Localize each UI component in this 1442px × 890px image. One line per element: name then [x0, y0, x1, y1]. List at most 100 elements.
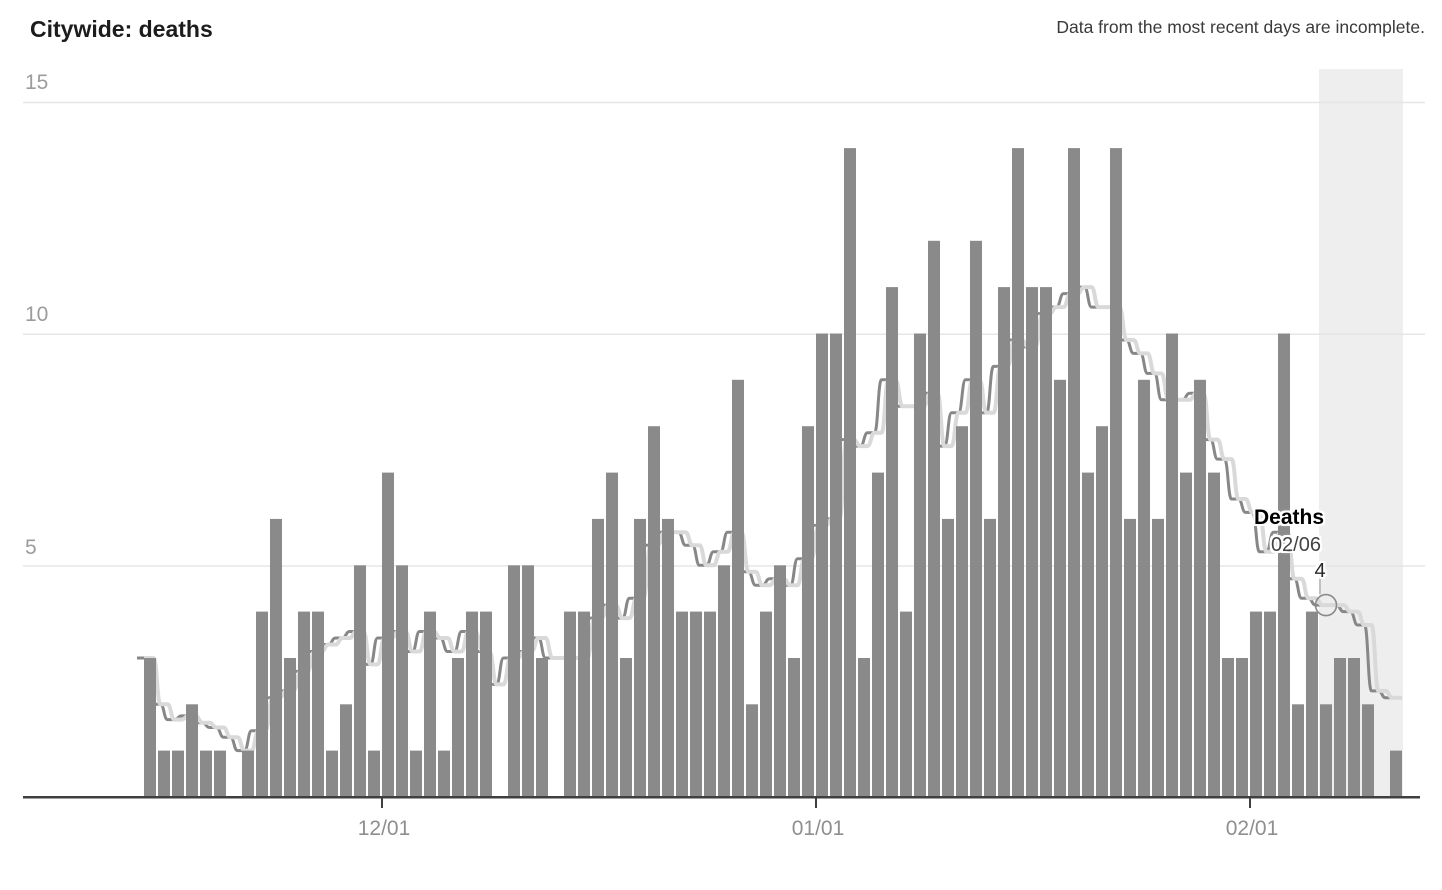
bar-01/30[interactable] [1222, 658, 1234, 798]
bar-01/06[interactable] [886, 287, 898, 797]
bar-12/05[interactable] [438, 750, 450, 797]
bar-11/26[interactable] [312, 611, 324, 797]
bar-11/16[interactable] [172, 750, 184, 797]
bar-02/05[interactable] [1306, 611, 1318, 797]
bar-01/16[interactable] [1026, 287, 1038, 797]
bar-11/14[interactable] [144, 658, 156, 798]
bar-02/03[interactable] [1278, 333, 1290, 798]
bar-12/15[interactable] [578, 611, 590, 797]
gridline-10 [23, 333, 1425, 335]
bar-01/21[interactable] [1096, 426, 1108, 797]
bar-01/11[interactable] [956, 426, 968, 797]
bar-01/13[interactable] [984, 518, 996, 797]
bar-12/24[interactable] [704, 611, 716, 797]
bar-01/19[interactable] [1068, 148, 1080, 798]
bar-01/09[interactable] [928, 240, 940, 798]
bar-02/04[interactable] [1292, 704, 1304, 797]
bar-01/07[interactable] [900, 611, 912, 797]
bar-12/23[interactable] [690, 611, 702, 797]
bar-01/05[interactable] [872, 472, 884, 797]
bar-12/17[interactable] [606, 472, 618, 797]
bar-11/28[interactable] [340, 704, 352, 797]
bar-11/30[interactable] [368, 750, 380, 797]
y-tick-label-10: 10 [25, 303, 49, 326]
bar-01/02[interactable] [830, 333, 842, 798]
bar-12/29[interactable] [774, 565, 786, 798]
gridline-15 [23, 101, 1425, 104]
bar-11/29[interactable] [354, 565, 366, 798]
bar-12/21[interactable] [662, 518, 674, 797]
bar-01/14[interactable] [998, 287, 1010, 797]
bar-12/16[interactable] [592, 518, 604, 797]
bar-01/22[interactable] [1110, 148, 1122, 798]
bar-12/25[interactable] [718, 565, 730, 798]
bar-12/11[interactable] [522, 565, 534, 798]
bar-02/11[interactable] [1390, 750, 1402, 797]
x-tick-label-jan: 01/01 [791, 817, 845, 840]
bar-12/26[interactable] [732, 379, 744, 797]
bar-01/18[interactable] [1054, 379, 1066, 797]
bar-11/18[interactable] [200, 750, 212, 797]
bar-12/20[interactable] [648, 426, 660, 797]
bar-11/19[interactable] [214, 750, 226, 797]
bar-01/28[interactable] [1194, 379, 1206, 797]
bar-01/31[interactable] [1236, 658, 1248, 798]
incomplete-data-note: Data from the most recent days are incom… [1056, 17, 1425, 37]
bar-12/19[interactable] [634, 518, 646, 797]
bar-11/17[interactable] [186, 704, 198, 797]
bar-12/03[interactable] [410, 750, 422, 797]
bar-12/04[interactable] [424, 611, 436, 797]
bar-02/07[interactable] [1334, 658, 1346, 798]
bar-11/21[interactable] [242, 750, 254, 797]
bar-01/12[interactable] [970, 240, 982, 798]
bar-02/01[interactable] [1250, 611, 1262, 797]
bar-12/10[interactable] [508, 565, 520, 798]
bar-11/15[interactable] [158, 750, 170, 797]
bar-12/14[interactable] [564, 611, 576, 797]
bar-11/23[interactable] [270, 518, 282, 797]
bar-11/27[interactable] [326, 750, 338, 797]
bar-12/02[interactable] [396, 565, 408, 798]
x-tick-12/01 [381, 798, 383, 808]
bar-12/18[interactable] [620, 658, 632, 798]
bar-01/26[interactable] [1166, 333, 1178, 798]
bar-11/24[interactable] [284, 658, 296, 798]
bar-12/31[interactable] [802, 426, 814, 797]
bar-01/25[interactable] [1152, 518, 1164, 797]
bar-12/08[interactable] [480, 611, 492, 797]
x-tick-01/01 [815, 798, 817, 808]
bar-12/28[interactable] [760, 611, 772, 797]
x-tick-label-feb: 02/01 [1225, 817, 1279, 840]
x-axis-line [23, 796, 1420, 799]
bar-02/08[interactable] [1348, 658, 1360, 798]
bar-12/06[interactable] [452, 658, 464, 798]
bar-01/23[interactable] [1124, 518, 1136, 797]
bar-12/01[interactable] [382, 472, 394, 797]
bar-12/12[interactable] [536, 658, 548, 798]
bar-01/04[interactable] [858, 658, 870, 798]
bar-01/20[interactable] [1082, 472, 1094, 797]
bar-01/01[interactable] [816, 333, 828, 798]
bar-01/03[interactable] [844, 148, 856, 798]
tooltip-date: 02/06 [1270, 534, 1321, 556]
bar-01/27[interactable] [1180, 472, 1192, 797]
bar-01/29[interactable] [1208, 472, 1220, 797]
bar-01/10[interactable] [942, 518, 954, 797]
tooltip-value: 4 [1314, 560, 1326, 582]
bar-01/24[interactable] [1138, 379, 1150, 797]
bar-02/09[interactable] [1362, 704, 1374, 797]
bar-12/27[interactable] [746, 704, 758, 797]
bar-11/22[interactable] [256, 611, 268, 797]
bar-02/02[interactable] [1264, 611, 1276, 797]
bar-01/17[interactable] [1040, 287, 1052, 797]
bar-01/08[interactable] [914, 333, 926, 798]
bar-12/07[interactable] [466, 611, 478, 797]
bar-02/06[interactable] [1320, 704, 1332, 797]
bar-12/22[interactable] [676, 611, 688, 797]
y-tick-label-5: 5 [25, 536, 37, 559]
bar-11/25[interactable] [298, 611, 310, 797]
bar-12/30[interactable] [788, 658, 800, 798]
bar-01/15[interactable] [1012, 148, 1024, 798]
